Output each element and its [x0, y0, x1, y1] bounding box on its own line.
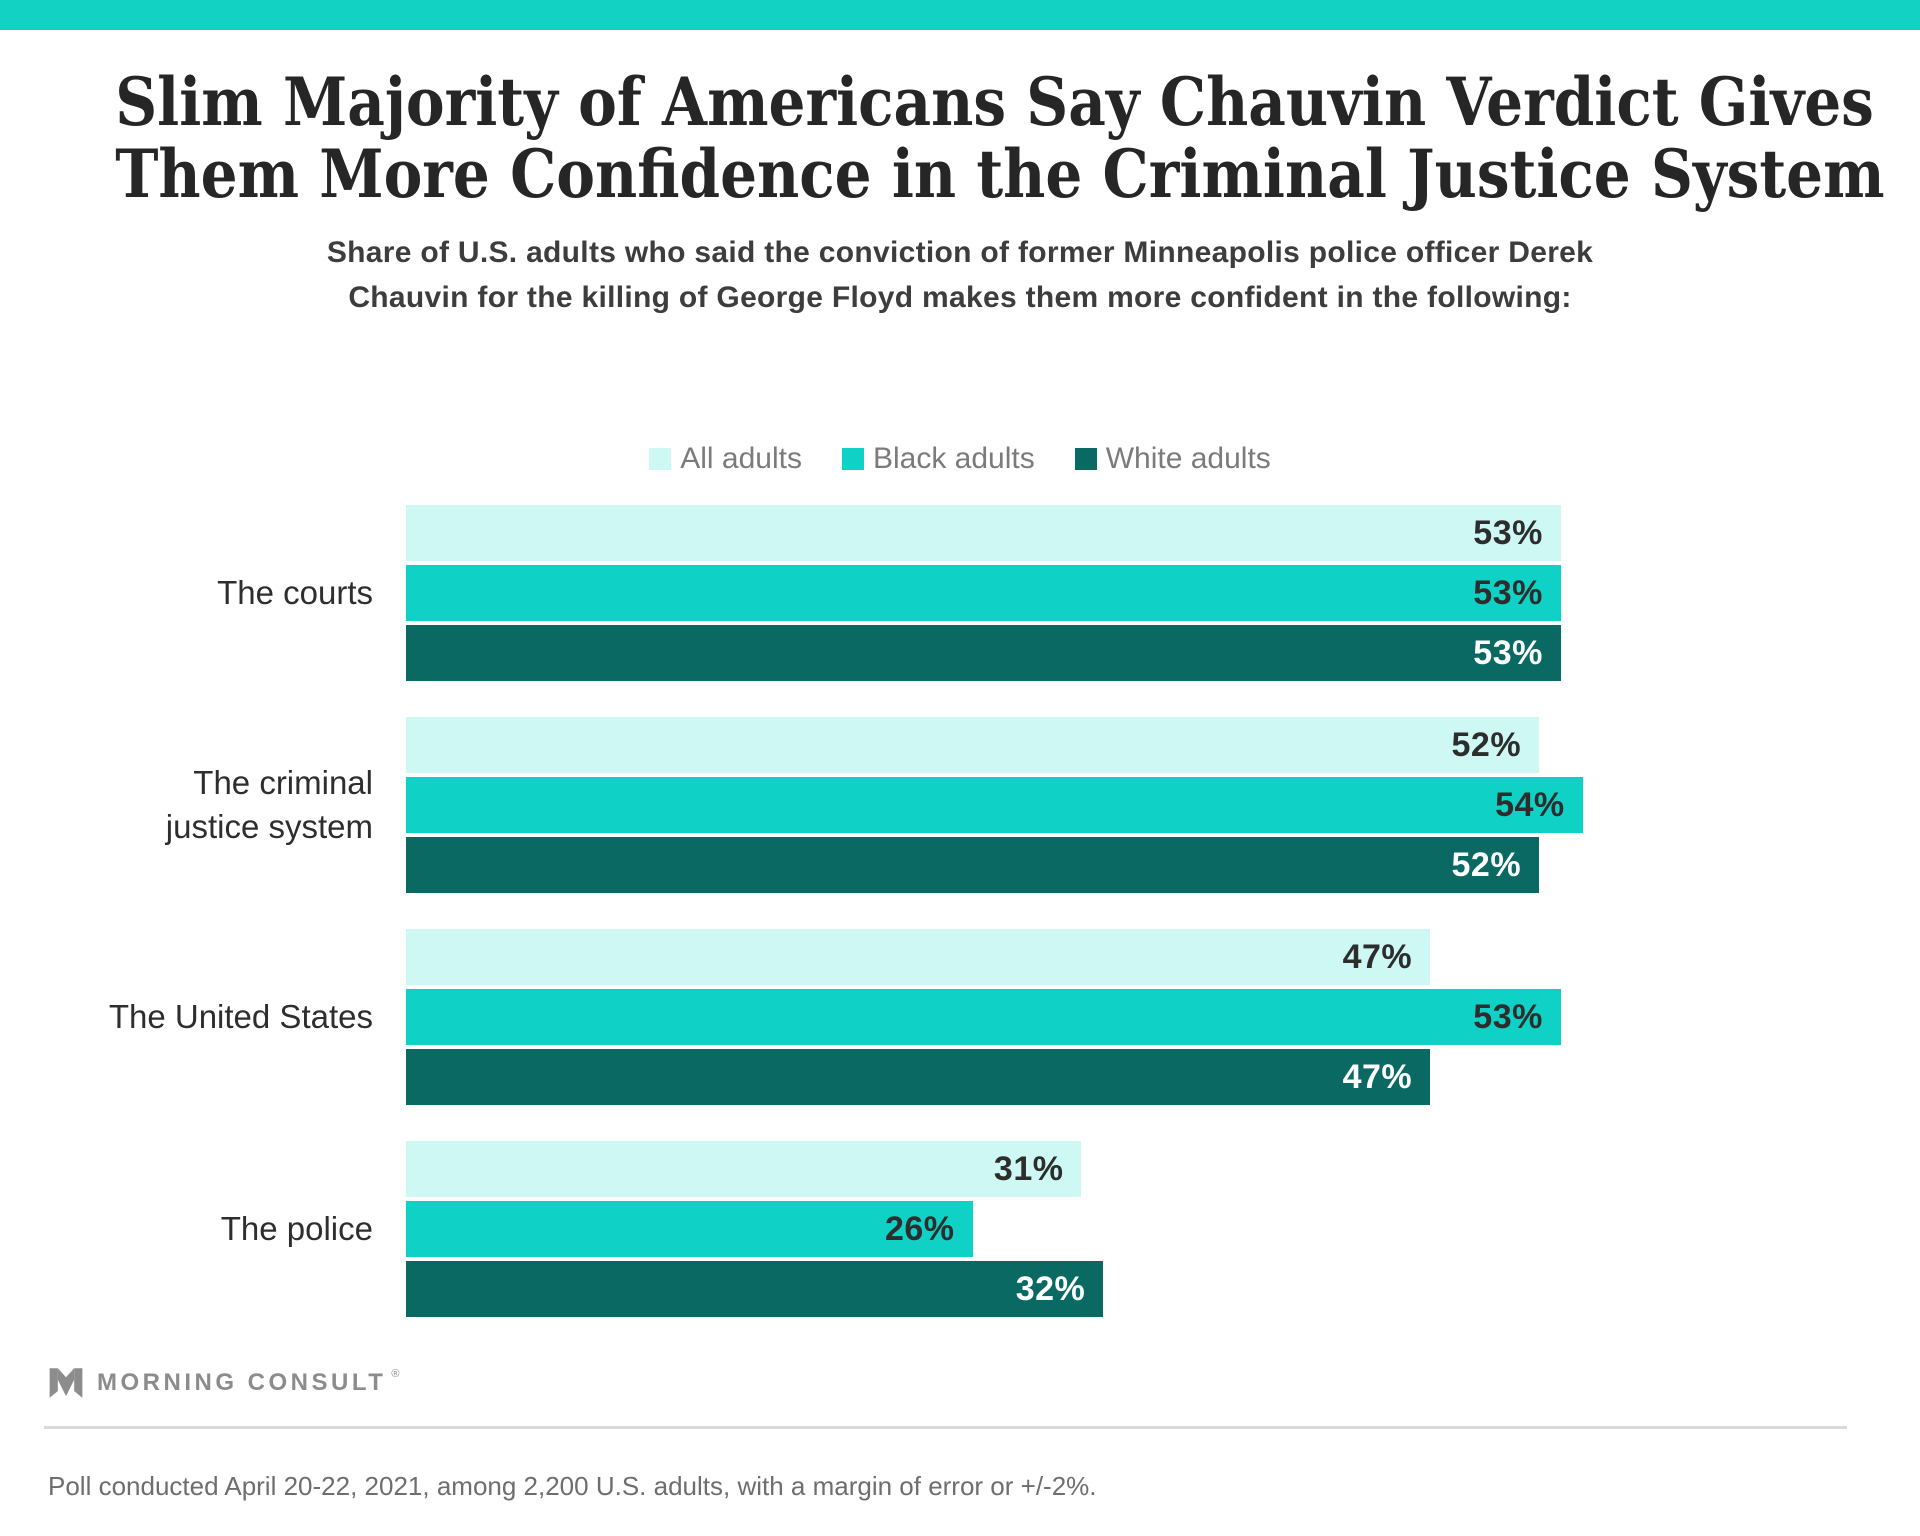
category-label: The criminal justice system: [165, 764, 373, 845]
legend-item-white-adults: White adults: [1074, 442, 1271, 476]
bar-value-label: 26%: [884, 1209, 955, 1248]
chart-row: The courts 53% 53% 53%: [0, 505, 1920, 681]
page-title: Slim Majority of Americans Say Chauvin V…: [0, 30, 1920, 210]
bar-value-label: 47%: [1342, 1057, 1413, 1096]
bar-value-label: 47%: [1342, 937, 1413, 976]
bar-value-label: 31%: [993, 1149, 1064, 1188]
page-title-line-1: Slim Majority of Americans Say Chauvin V…: [115, 63, 1874, 141]
chart-legend: All adults Black adults White adults: [0, 442, 1920, 476]
morning-consult-logo: MORNING CONSULT ®: [48, 1366, 1920, 1400]
bar-white-adults: 53%: [406, 625, 1561, 681]
page-title-line-2: Them More Confidence in the Criminal Jus…: [115, 135, 1885, 213]
bar-all-adults: 53%: [406, 505, 1561, 561]
category-label: The courts: [217, 574, 373, 611]
bar-group: 53% 53% 53%: [406, 505, 1920, 681]
legend-item-black-adults: Black adults: [841, 442, 1035, 476]
bar-value-label: 53%: [1473, 513, 1543, 552]
bar-group: 47% 53% 47%: [406, 929, 1920, 1105]
bar-value-label: 53%: [1473, 573, 1543, 612]
bar-value-label: 54%: [1495, 785, 1565, 824]
category-label: The United States: [108, 998, 373, 1035]
bar-value-label: 53%: [1473, 997, 1543, 1036]
poll-methodology-note: Poll conducted April 20-22, 2021, among …: [48, 1471, 1097, 1501]
chart-row: The United States 47% 53% 47%: [0, 929, 1920, 1105]
chart-subtitle-line-1: Share of U.S. adults who said the convic…: [326, 236, 1594, 269]
bar-value-label: 52%: [1451, 845, 1522, 884]
bar-all-adults: 31%: [406, 1141, 1082, 1197]
footer-divider: [44, 1426, 1847, 1429]
bar-black-adults: 53%: [406, 989, 1561, 1045]
bar-black-adults: 54%: [406, 777, 1583, 833]
bar-black-adults: 53%: [406, 565, 1561, 621]
bar-white-adults: 32%: [406, 1261, 1104, 1317]
bar-value-label: 32%: [1015, 1269, 1086, 1308]
bar-value-label: 53%: [1473, 633, 1543, 672]
legend-swatch-black-adults: [841, 448, 864, 470]
chart-subtitle-line-2: Chauvin for the killing of George Floyd …: [348, 281, 1572, 314]
logo-wordmark: MORNING CONSULT: [97, 1369, 387, 1396]
bar-group: 31% 26% 32%: [406, 1141, 1920, 1317]
legend-label-all-adults: All adults: [680, 442, 802, 475]
top-accent-bar: [0, 0, 1920, 30]
morning-consult-m-icon: [49, 1368, 83, 1398]
bar-white-adults: 52%: [406, 837, 1540, 893]
chart-subtitle: Share of U.S. adults who said the convic…: [0, 230, 1920, 320]
legend-swatch-white-adults: [1074, 448, 1097, 470]
bar-all-adults: 47%: [406, 929, 1431, 985]
legend-label-white-adults: White adults: [1105, 442, 1271, 475]
bar-white-adults: 47%: [406, 1049, 1431, 1105]
legend-label-black-adults: Black adults: [872, 442, 1035, 475]
bar-value-label: 52%: [1451, 725, 1522, 764]
bar-black-adults: 26%: [406, 1201, 973, 1257]
chart-row: The police 31% 26% 32%: [0, 1141, 1920, 1317]
legend-item-all-adults: All adults: [649, 442, 802, 476]
legend-swatch-all-adults: [649, 448, 672, 470]
registered-trademark-symbol: ®: [391, 1368, 400, 1380]
chart-row: The criminal justice system 52% 54% 52%: [0, 717, 1920, 893]
category-label: The police: [220, 1210, 373, 1247]
bar-group: 52% 54% 52%: [406, 717, 1920, 893]
bar-all-adults: 52%: [406, 717, 1540, 773]
bar-chart: The courts 53% 53% 53% The criminal justice s…: [0, 505, 1920, 1317]
